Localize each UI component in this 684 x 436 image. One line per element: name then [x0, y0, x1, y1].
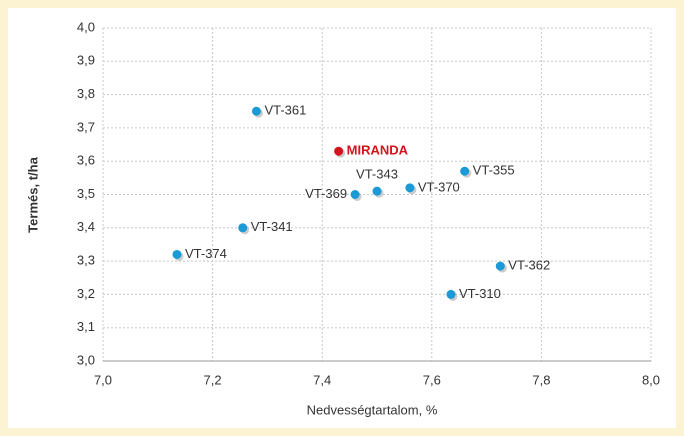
- x-tick-label: 7,6: [423, 372, 441, 387]
- point: [350, 190, 360, 199]
- chart-panel: [8, 8, 676, 428]
- point: [238, 223, 248, 233]
- y-tick-label: 3,8: [77, 86, 95, 101]
- point: [334, 146, 344, 156]
- y-tick-label: 3,4: [77, 219, 95, 234]
- y-tick-label: 4,0: [77, 19, 95, 34]
- point-label: VT-370: [418, 179, 460, 194]
- point: [251, 106, 261, 116]
- point: [446, 289, 456, 299]
- x-tick-label: 7,2: [204, 372, 222, 387]
- x-tick-label: 8,0: [642, 372, 660, 387]
- x-tick-label: 7,4: [313, 372, 331, 387]
- x-tick-label: 7,0: [94, 372, 112, 387]
- y-axis-label: Termés, t/ha: [25, 156, 40, 232]
- y-tick-label: 3,9: [77, 53, 95, 68]
- point: [495, 261, 505, 271]
- y-tick-label: 3,2: [77, 286, 95, 301]
- point-label: VT-310: [459, 286, 501, 301]
- y-tick-label: 3,0: [77, 352, 95, 367]
- y-tick-label: 3,1: [77, 319, 95, 334]
- point: [372, 186, 382, 196]
- point: [460, 166, 470, 176]
- point-label: VT-341: [251, 219, 293, 234]
- y-tick-label: 3,3: [77, 253, 95, 268]
- point-label: VT-369: [305, 186, 347, 201]
- y-tick-label: 3,5: [77, 186, 95, 201]
- point-label: VT-361: [264, 103, 306, 118]
- point-label: VT-355: [473, 163, 515, 178]
- point: [405, 183, 415, 193]
- point-label: VT-374: [185, 246, 227, 261]
- y-tick-label: 3,7: [77, 119, 95, 134]
- x-tick-label: 7,8: [532, 372, 550, 387]
- y-tick-label: 3,6: [77, 153, 95, 168]
- point-label: VT-362: [508, 258, 550, 273]
- point: [172, 249, 182, 259]
- point-label: MIRANDA: [347, 143, 409, 158]
- point-label: VT-343: [356, 167, 398, 182]
- x-axis-label: Nedvességtartalom, %: [307, 402, 438, 417]
